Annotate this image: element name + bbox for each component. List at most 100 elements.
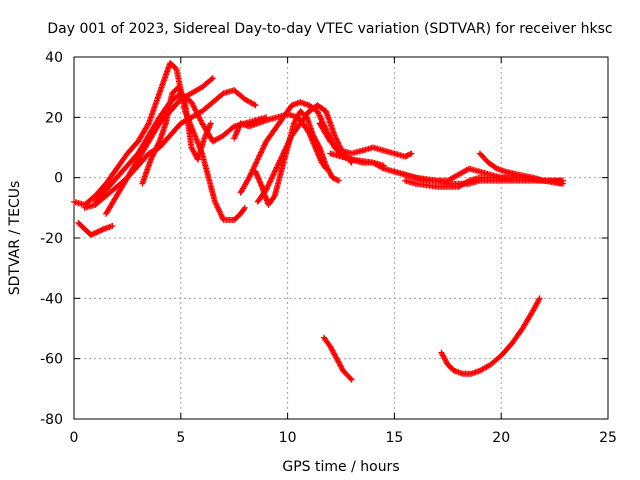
data-point xyxy=(151,149,158,156)
y-tick-label: 20 xyxy=(45,110,63,126)
data-point xyxy=(207,120,214,127)
data-point xyxy=(318,116,325,123)
data-point xyxy=(407,151,414,158)
data-point xyxy=(348,376,355,383)
series-sat-q xyxy=(438,295,543,377)
data-point xyxy=(251,163,258,170)
data-point xyxy=(273,165,280,172)
data-point xyxy=(275,161,282,168)
data-point xyxy=(153,144,160,151)
series-sat-p xyxy=(320,334,355,383)
data-point xyxy=(536,295,543,302)
data-point xyxy=(269,174,276,181)
y-tick-label: -20 xyxy=(40,231,63,247)
data-point xyxy=(252,102,259,109)
data-point xyxy=(150,150,157,157)
data-point xyxy=(334,177,341,184)
y-axis: -80 -60 -40 -20 0 20 40 xyxy=(40,50,608,428)
x-tick-label: 20 xyxy=(492,430,510,446)
data-point xyxy=(265,181,272,188)
data-point xyxy=(211,198,218,205)
data-point xyxy=(273,164,280,171)
data-point xyxy=(259,146,266,153)
data-point xyxy=(255,155,262,162)
data-point xyxy=(317,115,324,122)
x-tick-label: 10 xyxy=(279,430,297,446)
data-point xyxy=(332,135,339,142)
data-point xyxy=(217,211,224,218)
data-point xyxy=(246,173,253,180)
data-point xyxy=(252,160,259,167)
data-point xyxy=(270,194,277,201)
x-tick-label: 5 xyxy=(176,430,185,446)
data-point xyxy=(218,212,225,219)
data-point xyxy=(217,209,224,216)
x-axis-label: GPS time / hours xyxy=(282,459,399,475)
data-point xyxy=(560,180,567,187)
data-point xyxy=(216,208,223,215)
series-sat-k xyxy=(316,120,415,160)
data-point xyxy=(315,109,322,116)
y-axis-label: SDTVAR / TECUs xyxy=(7,181,23,296)
data-point xyxy=(254,157,261,164)
data-point xyxy=(251,101,258,108)
data-point xyxy=(274,163,281,170)
data-point xyxy=(154,142,161,149)
data-point xyxy=(252,162,259,169)
data-point xyxy=(151,148,158,155)
data-point xyxy=(258,148,265,155)
data-points xyxy=(71,60,567,383)
data-point xyxy=(215,205,222,212)
data-point xyxy=(267,178,274,185)
data-point xyxy=(335,177,342,184)
data-point xyxy=(264,183,271,190)
data-point xyxy=(249,167,256,174)
data-point xyxy=(268,175,275,182)
data-point xyxy=(213,202,220,209)
data-point xyxy=(248,170,255,177)
data-point xyxy=(253,159,260,166)
data-point xyxy=(275,160,282,167)
y-tick-label: -80 xyxy=(40,412,63,428)
data-point xyxy=(317,113,324,120)
series-sat-d xyxy=(103,87,259,217)
data-point xyxy=(209,75,216,82)
x-tick-label: 15 xyxy=(385,430,403,446)
data-point xyxy=(256,152,263,159)
data-point xyxy=(257,149,264,156)
data-point xyxy=(379,164,386,171)
data-point xyxy=(109,222,116,229)
series-sat-f xyxy=(139,84,214,187)
series-sat-j xyxy=(252,108,342,208)
data-point xyxy=(334,139,341,146)
x-axis: 0 5 10 15 20 25 xyxy=(70,57,617,446)
data-point xyxy=(492,164,499,171)
data-point xyxy=(260,144,267,151)
data-point xyxy=(152,146,159,153)
y-tick-label: 40 xyxy=(45,50,63,66)
data-point xyxy=(333,136,340,143)
x-tick-label: 0 xyxy=(70,430,79,446)
data-point xyxy=(208,76,215,83)
data-point xyxy=(271,170,278,177)
data-point xyxy=(265,182,272,189)
data-point xyxy=(149,153,156,160)
data-point xyxy=(259,145,266,152)
data-point xyxy=(261,142,268,149)
data-point xyxy=(347,375,354,382)
data-point xyxy=(241,206,248,213)
data-point xyxy=(266,179,273,186)
data-point xyxy=(212,200,219,207)
data-point xyxy=(464,178,471,185)
data-point xyxy=(269,172,276,179)
data-point xyxy=(148,155,155,162)
data-point xyxy=(315,111,322,118)
data-point xyxy=(213,201,220,208)
data-point xyxy=(272,167,279,174)
data-point xyxy=(155,139,162,146)
data-point xyxy=(241,204,248,211)
data-point xyxy=(276,158,283,165)
data-point xyxy=(334,138,341,145)
series-sat-e xyxy=(75,219,116,238)
